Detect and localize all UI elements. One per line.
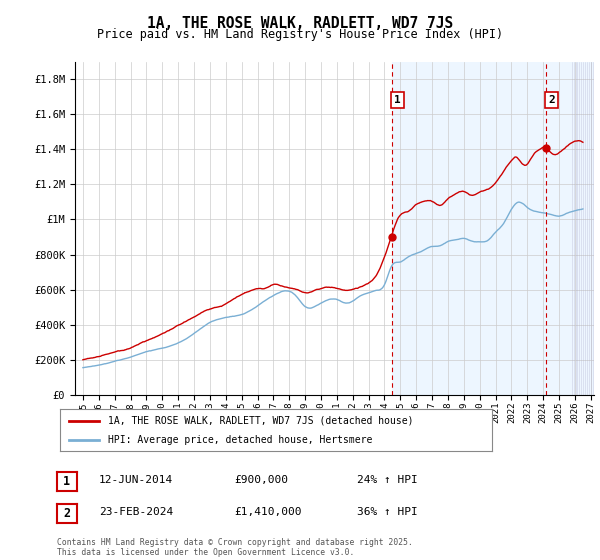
Text: 36% ↑ HPI: 36% ↑ HPI [357, 507, 418, 517]
Text: 1: 1 [64, 474, 70, 488]
Text: 12-JUN-2014: 12-JUN-2014 [99, 475, 173, 485]
Text: 24% ↑ HPI: 24% ↑ HPI [357, 475, 418, 485]
Text: £1,410,000: £1,410,000 [234, 507, 302, 517]
Text: Price paid vs. HM Land Registry's House Price Index (HPI): Price paid vs. HM Land Registry's House … [97, 28, 503, 41]
Text: 23-FEB-2024: 23-FEB-2024 [99, 507, 173, 517]
Bar [572, 62, 594, 395]
Text: £900,000: £900,000 [234, 475, 288, 485]
Text: 2: 2 [64, 507, 70, 520]
Text: Contains HM Land Registry data © Crown copyright and database right 2025.
This d: Contains HM Land Registry data © Crown c… [57, 538, 413, 557]
Bar [392, 62, 594, 395]
Text: 1A, THE ROSE WALK, RADLETT, WD7 7JS: 1A, THE ROSE WALK, RADLETT, WD7 7JS [147, 16, 453, 31]
Text: 1: 1 [394, 95, 401, 105]
Text: 2: 2 [548, 95, 555, 105]
Text: 1A, THE ROSE WALK, RADLETT, WD7 7JS (detached house): 1A, THE ROSE WALK, RADLETT, WD7 7JS (det… [107, 416, 413, 426]
Text: HPI: Average price, detached house, Hertsmere: HPI: Average price, detached house, Hert… [107, 435, 372, 445]
